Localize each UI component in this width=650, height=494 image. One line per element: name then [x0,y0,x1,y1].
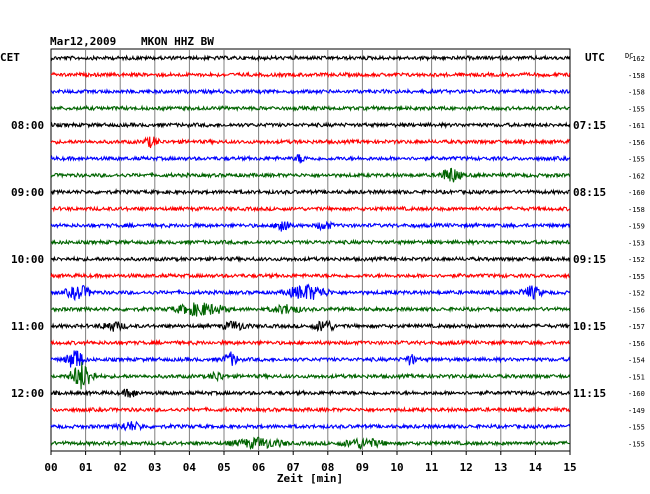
dc-offset-label: -155 [628,105,645,113]
trace-red [50,406,571,414]
trace-green [51,104,570,113]
trace-blue [50,87,571,96]
dc-offset-label: -152 [628,290,645,298]
trace-red [50,70,571,79]
trace-blue [50,154,571,164]
trace-red [50,136,571,149]
utc-time-label: 10:15 [573,320,606,333]
trace-red [50,272,570,280]
dc-offset-label: -161 [628,122,645,130]
x-tick-label: 14 [529,461,543,474]
utc-time-label: 07:15 [573,119,606,132]
dc-offset-label: -155 [628,156,645,164]
dc-offset-label: -162 [628,172,645,180]
dc-offset-label: -157 [628,323,645,331]
plot-frame [50,48,571,452]
grid [50,48,571,455]
x-tick-label: 09 [356,461,369,474]
x-tick-label: 15 [563,461,576,474]
timezone-left-label: CET [0,51,20,64]
dc-offset-label: -156 [628,306,645,314]
trace-red [50,338,570,347]
utc-time-label: 08:15 [573,186,606,199]
x-tick-label: 06 [252,461,266,474]
utc-time-label: 09:15 [573,253,606,266]
dc-offset-label: -156 [628,139,645,147]
x-tick-label: 03 [148,461,161,474]
dc-offset-label: -155 [628,424,645,432]
trace-blue [50,283,571,302]
trace-black [50,319,570,333]
trace-blue [50,220,571,232]
trace-black [50,54,571,63]
dc-offset-label: -154 [628,357,645,365]
chart-title: Mar12,2009 [50,35,116,48]
x-axis-label: Zeit [min] [277,472,343,485]
timezone-right-label: UTC [585,51,605,64]
cet-time-label: 12:00 [11,387,44,400]
trace-green [50,302,571,317]
trace-green [50,167,571,183]
dc-offset-label: -152 [628,256,645,264]
dc-offset-label: -155 [628,440,645,448]
dc-offset-label: -149 [628,407,645,415]
dc-offset-label: -155 [628,273,645,281]
cet-time-label: 09:00 [11,186,44,199]
x-tick-label: 00 [44,461,57,474]
dc-offset-label: -162 [628,55,645,63]
cet-time-label: 10:00 [11,253,44,266]
trace-black [50,388,571,398]
labels: Mar12,2009 MKON HHZ BW CET UTC DC Zeit [… [0,35,645,485]
station-label: MKON HHZ BW [141,35,214,48]
x-tick-label: 01 [79,461,93,474]
trace-green [50,436,570,451]
utc-time-label: 11:15 [573,387,606,400]
dc-offset-label: -158 [628,206,645,214]
trace-green [50,238,571,247]
dc-offset-label: -160 [628,189,645,197]
trace-red [50,205,571,213]
trace-black [50,121,571,130]
x-tick-label: 08 [321,461,334,474]
cet-time-label: 11:00 [11,320,44,333]
x-tick-label: 13 [494,461,507,474]
x-tick-label: 11 [425,461,439,474]
x-tick-label: 02 [114,461,127,474]
dc-offset-label: -156 [628,340,645,348]
x-tick-label: 04 [183,461,197,474]
x-tick-label: 07 [287,461,300,474]
dc-offset-label: -160 [628,390,645,398]
dc-offset-label: -151 [628,373,645,381]
dc-label: DC [625,52,633,60]
x-tick-label: 12 [460,461,473,474]
trace-black [50,188,570,196]
x-tick-label: 10 [390,461,403,474]
cet-time-label: 08:00 [11,119,44,132]
dc-offset-label: -158 [628,72,645,80]
dc-offset-label: -153 [628,239,645,247]
trace-blue [50,350,571,368]
trace-black [50,255,571,263]
traces [50,54,571,451]
trace-green [50,361,571,390]
dc-offset-label: -159 [628,223,645,231]
dc-offset-label: -158 [628,89,645,97]
x-tick-label: 05 [217,461,230,474]
trace-blue [50,420,571,432]
